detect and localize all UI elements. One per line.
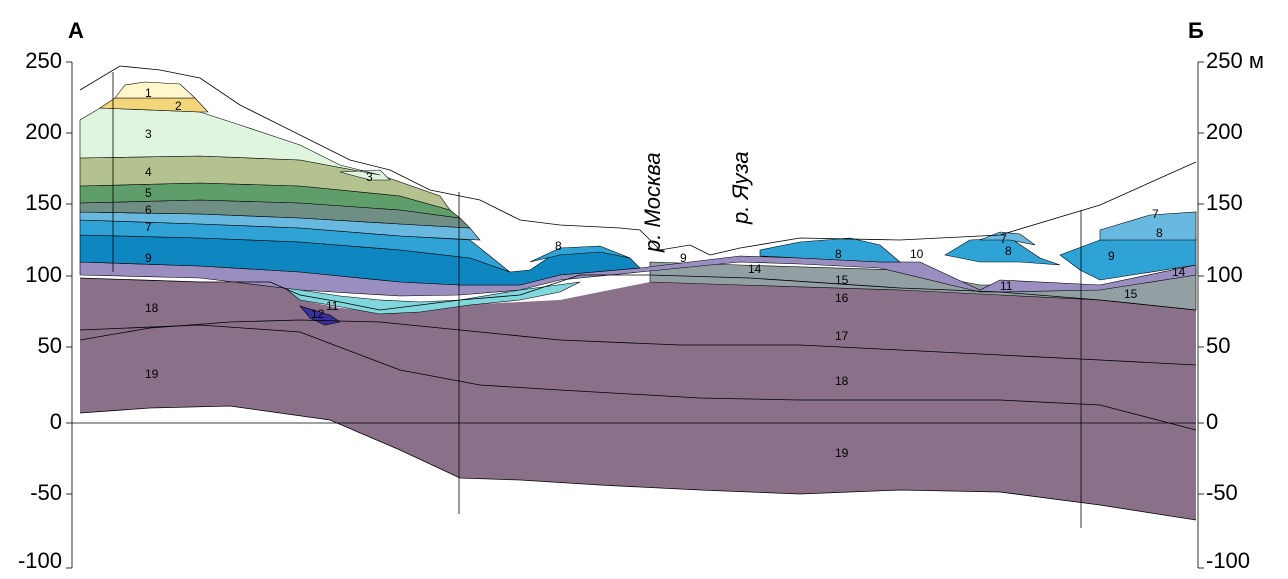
- boundary-line-2: [79, 319, 1197, 366]
- endpoint-end-label: Б: [1188, 18, 1204, 43]
- river-yauza-label: р. Яуза: [728, 151, 753, 224]
- layer-num-label: 3: [145, 127, 152, 141]
- left-axis-ticks: [66, 61, 72, 569]
- left-axis-label: 50: [37, 333, 62, 358]
- right-axis-label: 200: [1206, 119, 1243, 144]
- left-axis-label: 200: [25, 119, 62, 144]
- endpoint-start-label: А: [68, 18, 84, 43]
- left-axis-label: 150: [25, 190, 62, 215]
- left-axis-label: 100: [25, 262, 62, 287]
- layer-num-label: 14: [748, 262, 762, 276]
- right-axis-label: -100: [1206, 548, 1251, 573]
- layer-num-label: 4: [145, 165, 152, 179]
- layer-17-19-bedrock: [80, 278, 1196, 520]
- layer-12: [299, 305, 341, 326]
- boundary-line-4: [79, 405, 1197, 521]
- layer-num-label: 19: [145, 367, 159, 381]
- layer-num-label: 1: [145, 86, 152, 100]
- layer-numbers: 1 2 3 3 4 5 6 7 9 8 9 10 8 7 8 9 7 8 9 1…: [145, 86, 1186, 460]
- layer-num-label: 8: [1005, 244, 1012, 258]
- layer-num-label: 15: [1124, 287, 1138, 301]
- layer-num-label: 9: [1108, 249, 1115, 263]
- layer-num-label: 11: [1000, 279, 1013, 293]
- layer-num-label: 8: [1156, 226, 1163, 240]
- right-axis-label: 250 м: [1206, 48, 1264, 73]
- layer-num-label: 8: [835, 247, 842, 261]
- left-axis-label: 250: [25, 48, 62, 73]
- layer-num-label: 14: [1172, 265, 1186, 279]
- layer-num-label: 7: [1152, 207, 1159, 221]
- layer-num-label: 3: [366, 170, 373, 184]
- layer-num-label: 9: [145, 251, 152, 265]
- right-axis-label: 100: [1206, 262, 1243, 287]
- boundary-line-3: [79, 324, 1197, 431]
- layer-num-label: 10: [910, 247, 924, 261]
- left-axis-label: -50: [30, 480, 62, 505]
- layer-2: [99, 97, 209, 113]
- layer-11-left: [279, 281, 581, 315]
- left-axis-label: 0: [49, 409, 62, 434]
- right-axis-label: 150: [1206, 190, 1243, 215]
- layer-num-label: 2: [175, 99, 182, 113]
- layer-8: [79, 219, 1197, 281]
- river-moskva-label: р. Москва: [640, 152, 665, 252]
- layer-num-label: 15: [835, 273, 849, 287]
- layer-num-label: 18: [835, 374, 849, 388]
- right-axis-ticks: [1198, 61, 1204, 569]
- layer-num-label: 9: [680, 251, 687, 265]
- layer-num-label: 19: [835, 446, 849, 460]
- boundary-line-1: [79, 274, 1197, 311]
- layer-num-label: 8: [555, 239, 562, 253]
- layer-num-label: 5: [145, 186, 152, 200]
- layer-num-label: 17: [835, 329, 849, 343]
- layer-num-label: 18: [145, 301, 159, 315]
- left-axis-label: -100: [17, 548, 62, 573]
- layer-num-label: 11: [326, 299, 339, 313]
- layer-num-label: 7: [145, 220, 152, 234]
- right-axis-label: -50: [1206, 480, 1238, 505]
- surface-line: [79, 65, 1197, 256]
- right-axis-label: 50: [1206, 333, 1231, 358]
- layer-num-label: 7: [1000, 232, 1007, 246]
- layer-num-label: 12: [311, 307, 325, 321]
- right-axis-label: 0: [1206, 409, 1219, 434]
- layer-1: [114, 81, 196, 99]
- layer-num-label: 6: [145, 203, 152, 217]
- layer-num-label: 16: [835, 291, 849, 305]
